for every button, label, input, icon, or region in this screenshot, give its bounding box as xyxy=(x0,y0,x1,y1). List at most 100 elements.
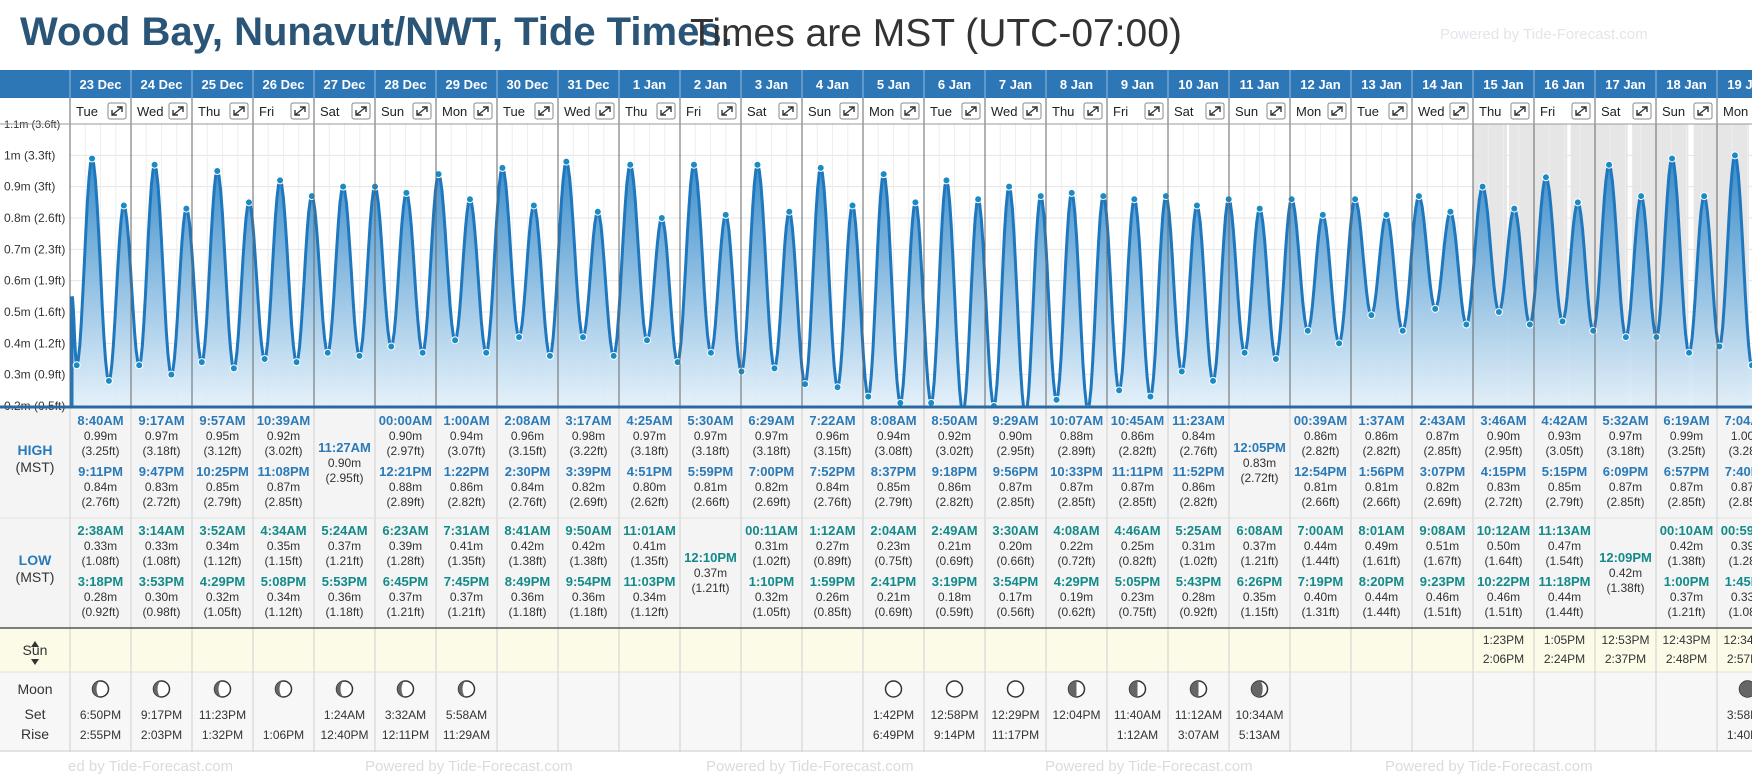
low-tide-point xyxy=(1621,333,1630,342)
low-tide-height-m: 0.44m xyxy=(1548,590,1581,604)
low-tide-time: 5:24AM xyxy=(321,523,367,538)
low-tide-time: 1:45PM xyxy=(1725,574,1752,589)
high-tide-height-m: 0.92m xyxy=(267,429,300,443)
date-label: 25 Dec xyxy=(202,77,244,92)
low-tide-time: 7:45PM xyxy=(444,574,490,589)
high-row-label: HIGH xyxy=(18,442,53,458)
weekday-label: Fri xyxy=(259,104,274,119)
high-tide-height-ft: (2.76ft) xyxy=(1179,444,1217,458)
high-tide-height-m: 0.98m xyxy=(572,429,605,443)
low-tide-point xyxy=(1747,361,1752,370)
expand-day-button[interactable] xyxy=(1510,102,1530,120)
low-tide-time: 4:08AM xyxy=(1053,523,1099,538)
expand-day-button[interactable] xyxy=(839,102,859,120)
expand-arrow-icon xyxy=(1209,106,1221,116)
expand-day-button[interactable] xyxy=(1022,102,1042,120)
low-tide-height-ft: (0.92ft) xyxy=(1179,605,1217,619)
high-tide-time: 11:23AM xyxy=(1172,413,1225,428)
moonset-time: 9:17PM xyxy=(141,708,182,722)
low-tide-height-ft: (1.21ft) xyxy=(1240,554,1278,568)
expand-day-button[interactable] xyxy=(717,102,737,120)
expand-day-button[interactable] xyxy=(1571,102,1591,120)
expand-day-button[interactable] xyxy=(1449,102,1469,120)
low-tide-point xyxy=(927,398,936,406)
sunset-time: 2:24PM xyxy=(1544,652,1585,666)
low-tide-height-ft: (1.21ft) xyxy=(386,605,424,619)
expand-day-button[interactable] xyxy=(1266,102,1286,120)
date-label: 8 Jan xyxy=(1060,77,1093,92)
low-tide-time: 8:49PM xyxy=(505,574,551,589)
expand-day-button[interactable] xyxy=(1205,102,1225,120)
high-tide-height-m: 0.86m xyxy=(938,480,971,494)
high-tide-height-ft: (3.28ft) xyxy=(1728,444,1752,458)
high-tide-height-ft: (2.79ft) xyxy=(203,495,241,509)
high-tide-height-ft: (3.18ft) xyxy=(752,444,790,458)
low-tide-height-ft: (1.18ft) xyxy=(508,605,546,619)
expand-day-button[interactable] xyxy=(595,102,615,120)
expand-day-button[interactable] xyxy=(1693,102,1713,120)
high-tide-time: 10:39AM xyxy=(257,413,310,428)
expand-day-button[interactable] xyxy=(1144,102,1164,120)
low-tide-height-m: 0.33m xyxy=(84,539,117,553)
high-tide-time: 10:33PM xyxy=(1050,464,1103,479)
low-tide-time: 2:38AM xyxy=(77,523,123,538)
high-tide-height-ft: (2.85ft) xyxy=(1057,495,1095,509)
low-tide-time: 1:10PM xyxy=(749,574,795,589)
low-tide-height-ft: (1.38ft) xyxy=(1606,581,1644,595)
high-tide-point xyxy=(1005,182,1014,191)
expand-day-button[interactable] xyxy=(412,102,432,120)
low-tide-point xyxy=(229,364,238,373)
low-tide-time: 2:04AM xyxy=(870,523,916,538)
low-tide-height-m: 0.42m xyxy=(511,539,544,553)
high-tide-time: 1:37AM xyxy=(1358,413,1404,428)
expand-day-button[interactable] xyxy=(290,102,310,120)
expand-day-button[interactable] xyxy=(534,102,554,120)
high-tide-time: 6:19AM xyxy=(1663,413,1709,428)
high-tide-point xyxy=(1510,204,1519,213)
expand-arrow-icon xyxy=(660,106,672,116)
high-tide-point xyxy=(150,160,159,169)
expand-day-button[interactable] xyxy=(473,102,493,120)
high-tide-time: 11:08PM xyxy=(257,464,309,479)
low-row-bg xyxy=(0,518,1752,628)
low-tide-time: 1:00PM xyxy=(1664,574,1710,589)
expand-day-button[interactable] xyxy=(1327,102,1347,120)
expand-day-button[interactable] xyxy=(168,102,188,120)
low-tide-time: 9:54PM xyxy=(566,574,612,589)
high-tide-time: 3:17AM xyxy=(565,413,611,428)
expand-day-button[interactable] xyxy=(351,102,371,120)
expand-day-button[interactable] xyxy=(900,102,920,120)
expand-day-button[interactable] xyxy=(1388,102,1408,120)
moonrise-row-label: Rise xyxy=(21,726,49,742)
low-tide-point xyxy=(451,336,460,345)
low-tide-height-m: 0.46m xyxy=(1487,590,1520,604)
low-row-label: LOW xyxy=(19,552,52,568)
high-tide-height-ft: (3.02ft) xyxy=(935,444,973,458)
expand-arrow-icon xyxy=(1575,106,1587,116)
moonset-time: 11:12AM xyxy=(1175,708,1222,722)
expand-day-button[interactable] xyxy=(778,102,798,120)
high-tide-height-ft: (2.82ft) xyxy=(447,495,485,509)
powered-by-footer-text: ed by Tide-Forecast.com xyxy=(68,758,234,775)
expand-day-button[interactable] xyxy=(1632,102,1652,120)
low-tide-point xyxy=(1052,395,1061,404)
expand-day-button[interactable] xyxy=(229,102,249,120)
expand-day-button[interactable] xyxy=(1083,102,1103,120)
high-tide-time: 12:05PM xyxy=(1233,440,1286,455)
low-tide-height-m: 0.35m xyxy=(267,539,300,553)
weekday-label: Fri xyxy=(686,104,701,119)
low-tide-height-m: 0.36m xyxy=(572,590,605,604)
high-tide-height-ft: (2.76ft) xyxy=(508,495,546,509)
high-tide-height-m: 0.92m xyxy=(938,429,971,443)
expand-day-button[interactable] xyxy=(961,102,981,120)
expand-arrow-icon xyxy=(1392,106,1404,116)
weekday-label: Fri xyxy=(1113,104,1128,119)
y-tick-label: 0.5m (1.6ft) xyxy=(4,305,65,319)
high-tide-point xyxy=(465,195,474,204)
high-tide-height-ft: (2.66ft) xyxy=(691,495,729,509)
expand-day-button[interactable] xyxy=(656,102,676,120)
high-tide-time: 00:00AM xyxy=(379,413,432,428)
low-tide-height-m: 0.22m xyxy=(1060,539,1093,553)
high-tide-height-m: 0.90m xyxy=(1487,429,1520,443)
expand-day-button[interactable] xyxy=(107,102,127,120)
